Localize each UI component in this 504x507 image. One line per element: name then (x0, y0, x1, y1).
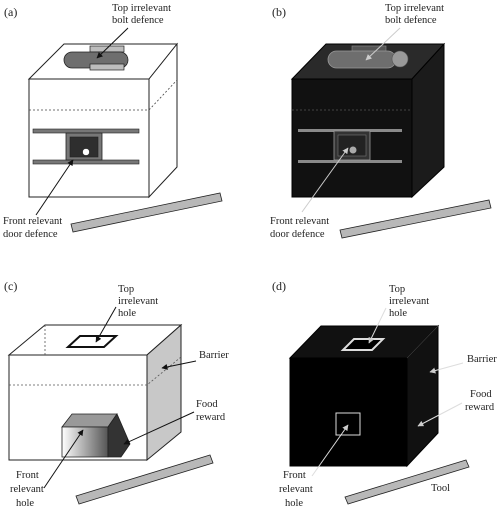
panel-a-front-arrow (35, 159, 74, 216)
panel-b-front-arrow (301, 147, 349, 213)
panel-c-food-front (61, 426, 109, 458)
panel-c-top-label-1: Top (118, 284, 134, 295)
panel-c-food-label-2: reward (196, 412, 226, 423)
panel-d-top-label-3: hole (389, 308, 407, 319)
panel-b-rail-bottom (298, 160, 402, 163)
panel-a-front-label-1: Front relevant (3, 216, 62, 227)
panel-c-barrier-label: Barrier (199, 350, 229, 361)
panel-a: (a) Top irrelevant bolt defence Front re… (3, 3, 223, 240)
panel-c-food-arrow (123, 411, 195, 445)
panel-b-top-label-1: Top irrelevant (385, 3, 444, 14)
panel-d-box-front (289, 357, 408, 467)
panel-c-top-arrow (95, 306, 117, 343)
panel-a-rail-top (32, 128, 140, 134)
panel-b-front-label-1: Front relevant (270, 216, 329, 227)
panel-d-barrier-arrow (429, 362, 464, 374)
panel-a-top-arrow (96, 27, 129, 59)
panel-d-top-label-2: irrelevant (389, 296, 429, 307)
panel-d-food-label-1: Food (470, 389, 492, 400)
panel-d-front-arrow (311, 424, 349, 477)
panel-a-letter: (a) (4, 5, 17, 19)
panel-c-barrier-arrow (161, 360, 197, 370)
panel-b-bolt (327, 50, 397, 69)
panel-c-top-label-3: hole (118, 308, 136, 319)
panel-d: (d) Top irrelevant hole Barrier Food rew… (272, 279, 497, 507)
panel-d-food-label-2: reward (465, 402, 495, 413)
panel-a-top-label-2: bolt defence (112, 15, 164, 26)
panel-a-front-label-2: door defence (3, 229, 58, 240)
panel-d-front-label-2: relevant (279, 484, 313, 495)
panel-d-tool (344, 459, 470, 505)
panel-d-food-arrow (417, 402, 463, 427)
panel-b-top-arrow (365, 27, 401, 61)
panel-b-rail-top (298, 129, 402, 132)
panel-d-front-label-1: Front (283, 470, 306, 481)
panel-c-food-label-1: Food (196, 399, 218, 410)
panel-b-front-label-2: door defence (270, 229, 325, 240)
panel-c-front-arrow (43, 429, 84, 489)
panel-b-top-label-2: bolt defence (385, 15, 437, 26)
panel-b-letter: (b) (272, 5, 286, 19)
panel-d-front-label-3: hole (285, 498, 303, 507)
panel-c-letter: (c) (4, 279, 17, 293)
panel-d-barrier-label: Barrier (467, 354, 497, 365)
panel-b-door-knob (349, 146, 357, 154)
panel-d-tool-label: Tool (431, 483, 450, 494)
panel-c-top-hole (65, 335, 119, 348)
panel-c-tool (75, 454, 214, 505)
panel-c-box-side (146, 323, 182, 462)
panel-d-letter: (d) (272, 279, 286, 293)
panel-c-top-label-2: irrelevant (118, 296, 158, 307)
panel-c-food-top (61, 413, 118, 428)
panel-c-food-side (107, 413, 131, 458)
panel-d-top-arrow (368, 307, 387, 344)
panel-b-tool (339, 199, 492, 239)
panel-a-rail-bottom (32, 159, 140, 165)
panel-d-front-hole (335, 412, 361, 436)
panel-c-box-front (8, 354, 148, 461)
panel-c-front-label-3: hole (16, 498, 34, 507)
panel-b: (b) Top irrelevant bolt defence Front re… (270, 3, 492, 240)
panel-a-door-knob (82, 148, 90, 156)
panel-c-front-label-2: relevant (10, 484, 44, 495)
panel-a-top-label-1: Top irrelevant (112, 3, 171, 14)
panel-d-top-label-1: Top (389, 284, 405, 295)
panel-c-front-label-1: Front (16, 470, 39, 481)
panel-c: (c) Top irrelevant hole Barrier Food rew… (4, 279, 229, 507)
panel-a-tool (70, 192, 223, 233)
